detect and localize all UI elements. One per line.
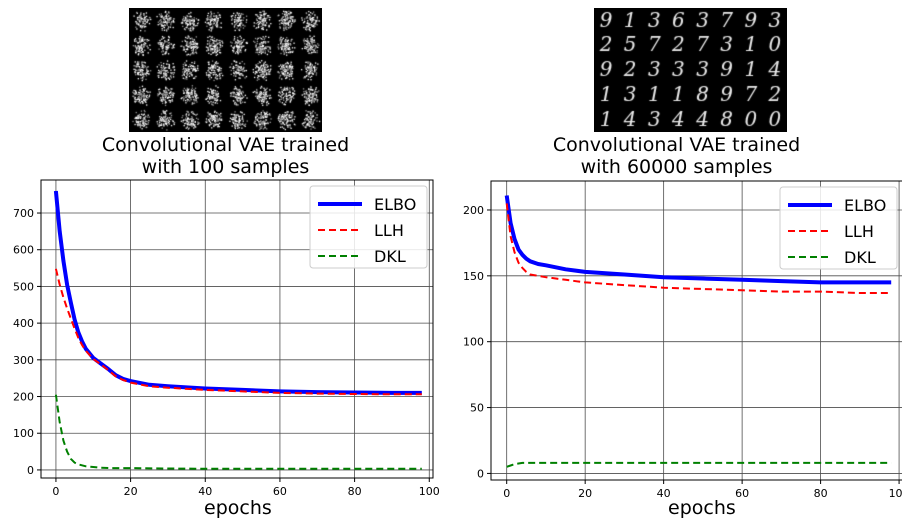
x-tick-label: 60 [735, 487, 749, 500]
chart-title: Convolutional VAE trained with 100 sampl… [0, 134, 451, 178]
series-line-elbo [504, 195, 892, 285]
left-line-chart: 0 20 40 60 80 100 0 100 200 300 400 500 600 700 ELBO LL… [13, 179, 440, 498]
y-tick-label: 700 [13, 207, 34, 220]
x-tick-label: 40 [657, 487, 671, 500]
x-tick-label: 100 [889, 487, 902, 500]
left-chart-panel: Convolutional VAE trained with 100 sampl… [0, 0, 451, 521]
legend-label: LLH [844, 222, 874, 241]
noisy-digit-samples-image [129, 8, 322, 132]
y-tick-label: 400 [13, 317, 34, 330]
right-chart-panel: Convolutional VAE trained with 60000 sam… [451, 0, 902, 521]
x-tick-label: 80 [348, 485, 362, 498]
legend-label: ELBO [374, 195, 416, 214]
y-tick-label: 300 [13, 354, 34, 367]
legend [309, 185, 428, 269]
legend-label: DKL [844, 248, 876, 267]
y-tick-label: 0 [477, 467, 484, 480]
series-line-llh [505, 203, 892, 294]
x-tick-label: 40 [198, 485, 212, 498]
right-line-chart: 0 20 40 60 80 100 0 50 100 150 200 ELBO LLH DKL [463, 180, 902, 500]
chart-title: Convolutional VAE trained with 60000 sam… [451, 134, 902, 178]
handwritten-digit-samples-image [594, 8, 787, 132]
y-tick-label: 0 [27, 464, 34, 477]
series-line-dkl [54, 394, 422, 470]
y-tick-label: 200 [13, 391, 34, 404]
x-tick-label: 0 [503, 487, 510, 500]
x-tick-label: 60 [273, 485, 287, 498]
chart-title-line2: with 100 samples [141, 156, 310, 178]
series-line-dkl [506, 461, 892, 468]
y-tick-label: 600 [13, 244, 34, 257]
x-tick-label: 20 [124, 485, 138, 498]
legend-label: LLH [374, 221, 404, 240]
chart-title-line1: Convolutional VAE trained [552, 134, 801, 156]
x-tick-label: 80 [814, 487, 828, 500]
x-tick-label: 0 [52, 485, 59, 498]
legend-label: DKL [374, 247, 406, 266]
legend [779, 186, 898, 270]
chart-title-line2: with 60000 samples [580, 156, 773, 178]
x-tick-label: 20 [578, 487, 592, 500]
x-tick-label: 100 [419, 485, 440, 498]
y-tick-label: 100 [463, 336, 484, 349]
chart-title-line1: Convolutional VAE trained [101, 134, 350, 156]
series-line-llh [54, 268, 422, 396]
y-tick-label: 500 [13, 280, 34, 293]
y-tick-label: 50 [470, 402, 484, 415]
y-tick-label: 150 [463, 270, 484, 283]
y-tick-label: 200 [463, 204, 484, 217]
legend-label: ELBO [844, 196, 886, 215]
x-axis-label: epochs [668, 497, 736, 519]
y-tick-label: 100 [13, 427, 34, 440]
x-axis-label: epochs [204, 497, 272, 519]
